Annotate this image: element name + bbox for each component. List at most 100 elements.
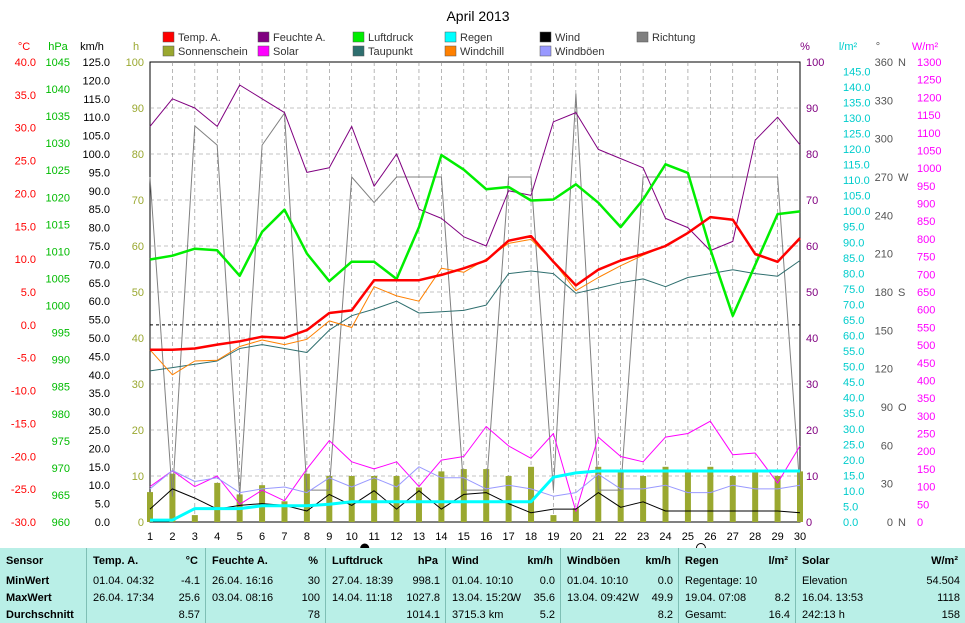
stat-value: 16.4 (768, 609, 790, 621)
sun-tick-label: 30 (132, 379, 144, 391)
temp-tick-label: 0.0 (21, 320, 36, 332)
wind-tick-label: 80.0 (89, 223, 110, 235)
stat-row: 8.57 (93, 609, 200, 623)
legend-label-dew: Taupunkt (368, 46, 413, 58)
stat-value: 998.1 (412, 575, 440, 587)
solar-tick-label: 250 (917, 429, 935, 441)
temp-tick-label: -20.0 (11, 451, 36, 463)
pressure-tick-label: 1000 (46, 301, 70, 313)
sunshine-bar (774, 476, 781, 522)
stat-date: Gesamt: (685, 609, 727, 621)
sunshine-bar (640, 476, 647, 522)
x-tick-label: 30 (794, 531, 806, 543)
series-line-taupunkt (149, 260, 801, 372)
stat-value: 1014.1 (406, 609, 440, 621)
humidity-tick-label: 10 (806, 471, 818, 483)
legend-swatch-rainleg (444, 31, 457, 43)
solar-tick-label: 550 (917, 322, 935, 334)
pressure-tick-label: 970 (52, 463, 70, 475)
direction-tick-label: 0 (887, 517, 893, 529)
stat-row: 01.04. 10:10 0.0 (567, 575, 673, 589)
sunshine-bar (371, 476, 378, 522)
sunshine-bar (797, 471, 803, 522)
sunshine-bar (415, 487, 422, 522)
wind-tick-label: 35.0 (89, 388, 110, 400)
pressure-tick-label: 995 (52, 328, 70, 340)
sunshine-bar (281, 501, 288, 522)
stat-date: 16.04. 13:53 (802, 592, 864, 604)
wind-tick-label: 50.0 (89, 333, 110, 345)
rain-tick-label: 140.0 (843, 82, 871, 94)
sun-tick-label: 90 (132, 103, 144, 115)
solar-tick-label: 1100 (917, 128, 941, 140)
direction-tick-label: 330 (875, 95, 893, 107)
sunshine-bar (147, 492, 153, 522)
humidity-tick-label: 70 (806, 195, 818, 207)
pressure-tick-label: 1030 (46, 138, 70, 150)
stat-column-luftdruck: Luftdruck hPa 27.04. 18:39 998.1 14.04. 11:1… (325, 548, 446, 623)
sunshine-bar (348, 476, 355, 522)
rain-tick-label: 5.0 (843, 501, 858, 513)
wind-tick-label: 70.0 (89, 259, 110, 271)
humidity-axis-unit: % (800, 41, 810, 53)
wind-axis-unit: km/h (80, 41, 104, 53)
rain-tick-label: 55.0 (843, 346, 864, 358)
solar-tick-label: 800 (917, 234, 935, 246)
stat-date: 13.04. 15:20 (452, 592, 514, 604)
pressure-tick-label: 1035 (46, 111, 70, 123)
temp-tick-label: 40.0 (15, 57, 36, 69)
wind-tick-label: 45.0 (89, 351, 110, 363)
rain-tick-label: 45.0 (843, 377, 864, 389)
stat-row: 26.04. 17:34 25.6 (93, 592, 200, 606)
stat-column-unit: km/h (645, 555, 671, 567)
x-tick-label: 29 (771, 531, 783, 543)
temp-tick-label: -30.0 (11, 517, 36, 529)
pressure-tick-label: 1040 (46, 84, 70, 96)
stat-column-wind: Wind km/h 01.04. 10:10 0.0 13.04. 15:20 W 35.6… (445, 548, 561, 623)
x-tick-label: 9 (326, 531, 332, 543)
temp-tick-label: 25.0 (15, 156, 36, 168)
stat-column-title: Windböen (567, 555, 621, 567)
solar-tick-label: 100 (917, 482, 935, 494)
stat-row: 14.04. 11:18 1027.8 (332, 592, 440, 606)
rain-axis-unit: l/m² (839, 41, 858, 53)
stat-value: -4.1 (181, 575, 200, 587)
rain-tick-label: 35.0 (843, 408, 864, 420)
solar-tick-label: 750 (917, 252, 935, 264)
wind-tick-label: 15.0 (89, 462, 110, 474)
stat-row: Regentage: 10 (685, 575, 790, 589)
solar-tick-label: 1000 (917, 163, 941, 175)
pressure-tick-label: 1020 (46, 192, 70, 204)
pressure-tick-label: 985 (52, 382, 70, 394)
temp-tick-label: 10.0 (15, 254, 36, 266)
stat-row: Gesamt: 16.4 (685, 609, 790, 623)
direction-tick-label: 240 (875, 210, 893, 222)
temp-tick-label: 5.0 (21, 287, 36, 299)
wind-tick-label: 55.0 (89, 315, 110, 327)
direction-tick-label: 360 (875, 57, 893, 69)
series-line-richtung (149, 93, 801, 497)
stat-value: 0.0 (539, 575, 555, 587)
stat-date: 01.04. 10:10 (452, 575, 514, 587)
solar-tick-label: 1150 (917, 110, 941, 122)
rain-tick-label: 85.0 (843, 253, 864, 265)
sunshine-bar (617, 471, 624, 522)
temp-tick-label: -5.0 (17, 353, 36, 365)
stat-value: 54.504 (926, 575, 960, 587)
legend-swatch-gust (539, 45, 552, 57)
stat-value: 8.57 (178, 609, 200, 621)
sunshine-bar (169, 473, 176, 522)
sensor-label-column: Sensor MinWert MaxWert Durchschnitt (0, 548, 86, 623)
wind-tick-label: 75.0 (89, 241, 110, 253)
axes: °C -30.0 -25.0 -20.0 -15.0 -10.0 -5.0 0.0 5.0 10.… (11, 41, 942, 529)
series-line-regen (150, 469, 800, 522)
wind-tick-label: 65.0 (89, 278, 110, 290)
stat-column-unit: hPa (417, 555, 438, 567)
stat-date: 242:13 h (802, 609, 845, 621)
solar-tick-label: 850 (917, 216, 935, 228)
direction-tick-label: 150 (875, 325, 893, 337)
x-tick-label: 18 (525, 531, 537, 543)
x-tick-label: 27 (727, 531, 739, 543)
stat-value: 35.6 (533, 592, 555, 604)
stat-value: 5.2 (539, 609, 555, 621)
